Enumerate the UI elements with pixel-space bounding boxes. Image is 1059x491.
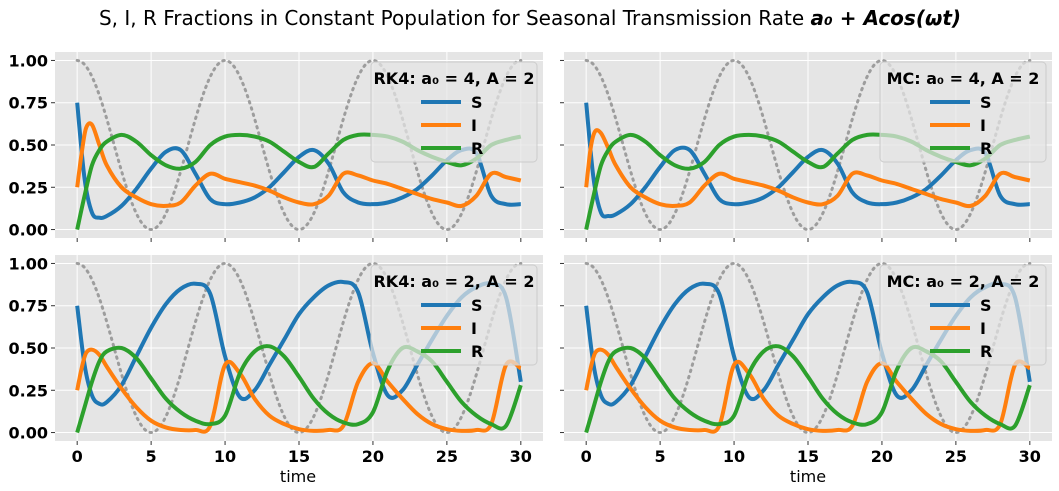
x-tick-label: 30 [1019,447,1041,466]
legend-label-S: S [471,93,483,112]
x-axis-label-right: time [790,467,826,486]
legend-label-I: I [980,116,986,135]
seasonal-dotted-curve [584,58,1032,232]
chart-panel-3: 0 5 10 15 20 25 30 0.00 0.25 0.50 0.75 1.00 RK4: a₀ … [9,254,543,466]
legend-label-I: I [980,319,986,338]
legend-label-S: S [980,93,992,112]
plot-area [584,58,1032,232]
y-tick-label: 1.00 [9,51,48,70]
x-tick-label: 5 [146,447,157,466]
legend-label-I: I [471,116,477,135]
x-tick-label: 30 [510,447,532,466]
x-tick-label: 20 [362,447,384,466]
chart-panel-2: MC: a₀ = 4, A = 2 SIR [560,52,1052,242]
seasonal-dotted-curve [75,58,523,232]
legend-label-S: S [471,296,483,315]
legend-label-R: R [471,139,483,158]
seasonal-dotted-curve [75,261,523,435]
x-tick-label: 25 [436,447,458,466]
legend: RK4: a₀ = 2, A = 2 SIR [370,264,538,366]
y-tick-label: 0.75 [9,297,48,316]
y-tick-label: 1.00 [9,254,48,273]
legend-label-R: R [980,139,992,158]
legend: MC: a₀ = 2, A = 2 SIR [879,264,1047,366]
y-tick-label: 0.00 [9,424,48,443]
y-tick-label: 0.25 [9,178,48,197]
legend-box [879,264,1047,366]
chart-panel-4: 0 5 10 15 20 25 30 MC: a₀ = 2, A = 2 SIR [560,255,1052,466]
seasonal-dotted-curve [584,261,1032,435]
y-tick-label: 0.00 [9,221,48,240]
x-tick-label: 5 [655,447,666,466]
x-axis-label-left: time [280,467,316,486]
x-tick-label: 15 [288,447,310,466]
series-line-I [75,347,522,434]
x-tick-label: 25 [945,447,967,466]
legend-title: MC: a₀ = 2, A = 2 [887,272,1040,291]
series-line-I [75,121,522,209]
x-tick-label: 10 [723,447,745,466]
plot-area [75,261,523,435]
chart-panel-1: 0.00 0.25 0.50 0.75 1.00 RK4: a₀ = 4, A = 2 SI… [9,51,543,242]
series-line-R [75,344,523,434]
figure-title-text: S, I, R Fractions in Constant Population… [99,6,811,30]
y-tick-label: 0.50 [9,339,48,358]
legend-label-R: R [980,342,992,361]
series-line-S [75,102,521,220]
y-tick-label: 0.25 [9,381,48,400]
figure-title-math: a₀ + Acos(ωt) [811,6,962,30]
x-tick-label: 20 [871,447,893,466]
series-line-S [584,102,1030,219]
legend-title: RK4: a₀ = 2, A = 2 [373,272,534,291]
legend-box [370,61,538,163]
legend-title: RK4: a₀ = 4, A = 2 [373,69,534,88]
y-tick-label: 0.50 [9,136,48,155]
x-tick-label: 0 [72,447,83,466]
figure-title: S, I, R Fractions in Constant Population… [99,6,961,30]
legend-label-S: S [980,296,992,315]
series-line-I [584,347,1031,434]
legend-label-R: R [471,342,483,361]
legend: MC: a₀ = 4, A = 2 SIR [879,61,1047,163]
series-line-I [584,128,1031,209]
y-tick-label: 0.75 [9,94,48,113]
x-tick-label: 15 [797,447,819,466]
x-tick-label: 10 [214,447,236,466]
legend-title: MC: a₀ = 4, A = 2 [887,69,1040,88]
legend: RK4: a₀ = 4, A = 2 SIR [370,61,538,163]
legend-box [370,264,538,366]
x-tick-label: 0 [581,447,592,466]
legend-label-I: I [471,319,477,338]
series-line-R [584,344,1032,434]
legend-box [879,61,1047,163]
